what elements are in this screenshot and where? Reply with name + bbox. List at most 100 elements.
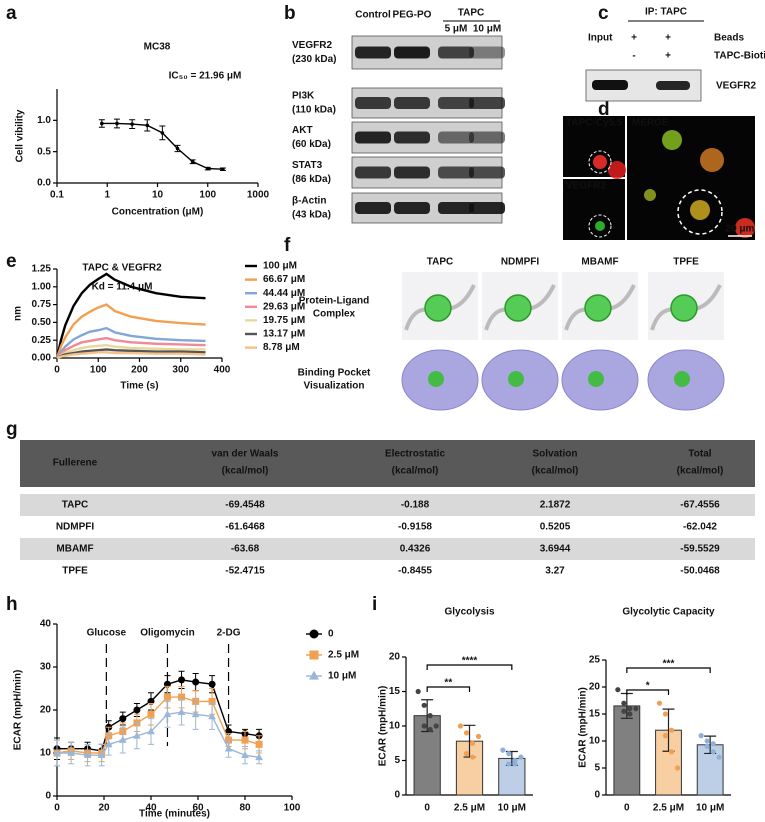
blot-band (355, 97, 391, 109)
y-tick-label: 15 (589, 709, 601, 720)
y-tick-label: 0.0 (37, 178, 51, 189)
y-tick-label: 15 (389, 686, 401, 697)
y-tick-label: 10 (40, 748, 52, 759)
panel-label: a (6, 3, 17, 24)
data-point (627, 711, 633, 717)
annotation: IC₅₀ = 21.96 μM (169, 71, 242, 82)
blot-band (355, 202, 391, 214)
y-tick-label: 10 (389, 721, 401, 732)
marker (192, 678, 200, 686)
channel-label: TAPC-Cy5.5 (566, 118, 623, 129)
blot-band (394, 166, 430, 179)
data-point (627, 706, 633, 712)
marker (83, 750, 92, 758)
compound-label: MBAMF (581, 257, 618, 268)
annotation: 2-DG (217, 628, 241, 639)
chart-title: MC38 (144, 42, 171, 53)
table-cell: 0.5205 (540, 522, 571, 533)
x-tick-label: 2.5 μM (653, 803, 684, 814)
chart-title: Glycolysis (444, 607, 494, 618)
blot-band (438, 131, 474, 144)
compound-label: NDMPFI (501, 257, 540, 268)
data-point (469, 754, 476, 760)
table-cell: -62.042 (683, 522, 717, 533)
data-point (518, 754, 524, 760)
table-cell: 3.6944 (540, 544, 571, 555)
y-tick-label: 1.00 (32, 281, 52, 292)
table-cell: TAPC (62, 500, 88, 511)
table-cell: MBAMF (56, 544, 93, 555)
condition-label: TAPC-Biotin (714, 51, 765, 62)
blot-band (438, 97, 474, 109)
data-point (415, 688, 421, 695)
blot-band (469, 46, 505, 59)
data-point (621, 708, 627, 714)
compound-label: TAPC (427, 257, 453, 268)
highlight-circle (588, 214, 612, 238)
ligand (588, 371, 604, 387)
y-tick-label: 0 (594, 790, 600, 801)
marker (178, 676, 186, 684)
data-point (427, 726, 433, 733)
x-tick-label: 0 (624, 803, 630, 814)
marker (163, 710, 172, 718)
y-tick-label: 1.25 (32, 264, 52, 275)
marker (208, 680, 216, 688)
table-cell: -61.6468 (225, 522, 265, 533)
table-cell: 3.27 (545, 566, 565, 577)
marker (221, 167, 225, 172)
y-tick-label: 0.00 (32, 353, 52, 364)
y-axis-label: ECAR (mpH/min) (578, 687, 589, 768)
legend-label: 10 μM (328, 671, 356, 682)
cell-signal (595, 221, 605, 231)
chart-title: Glycolytic Capacity (622, 607, 715, 618)
data-point (704, 738, 710, 744)
lane-label: Input (588, 33, 613, 44)
data-point (475, 733, 482, 739)
condition-label: Beads (714, 33, 744, 44)
x-tick-label: 10 μM (696, 803, 724, 814)
series-line (55, 272, 206, 359)
data-point (656, 700, 663, 706)
data-point (662, 733, 669, 739)
blot-band (394, 202, 430, 214)
x-tick-label: 60 (192, 803, 204, 814)
data-point (469, 740, 476, 746)
y-tick-label: 0.5 (37, 146, 51, 157)
blot-band (656, 81, 690, 90)
marker (119, 715, 127, 723)
data-point (668, 727, 675, 733)
legend-label: 0 (328, 629, 334, 640)
blot-band (469, 166, 505, 179)
panel-label: b (284, 3, 296, 24)
blot-band (592, 80, 628, 90)
y-tick-label: 25 (589, 655, 601, 666)
data-point (433, 723, 439, 729)
cell-signal (735, 218, 755, 238)
x-tick-label: 0.1 (50, 190, 64, 201)
channel-label: VEGFR2 (566, 181, 606, 192)
condition-mark: + (665, 51, 671, 62)
ligand (424, 294, 452, 322)
marker (241, 750, 249, 758)
table-header-cell: Total (688, 449, 711, 460)
marker (178, 693, 186, 701)
table-cell: 2.1872 (540, 500, 571, 511)
y-tick-label: 0.25 (32, 335, 52, 346)
y-tick-label: 20 (40, 705, 52, 716)
significance-label: * (646, 681, 650, 692)
marker (190, 159, 195, 164)
row-label: Complex (313, 309, 356, 320)
marker (177, 707, 186, 715)
x-tick-label: 100 (284, 803, 301, 814)
panel-label: e (6, 251, 17, 272)
significance-bracket (426, 664, 513, 670)
marker (147, 727, 155, 735)
table-header-cell: Solvation (532, 449, 577, 460)
blot-band (355, 131, 391, 144)
x-tick-label: 40 (145, 803, 157, 814)
x-tick-label: 0 (424, 803, 430, 814)
protein-size: (43 kDa) (292, 210, 331, 221)
x-tick-label: 10 (152, 190, 164, 201)
data-point (506, 751, 512, 757)
